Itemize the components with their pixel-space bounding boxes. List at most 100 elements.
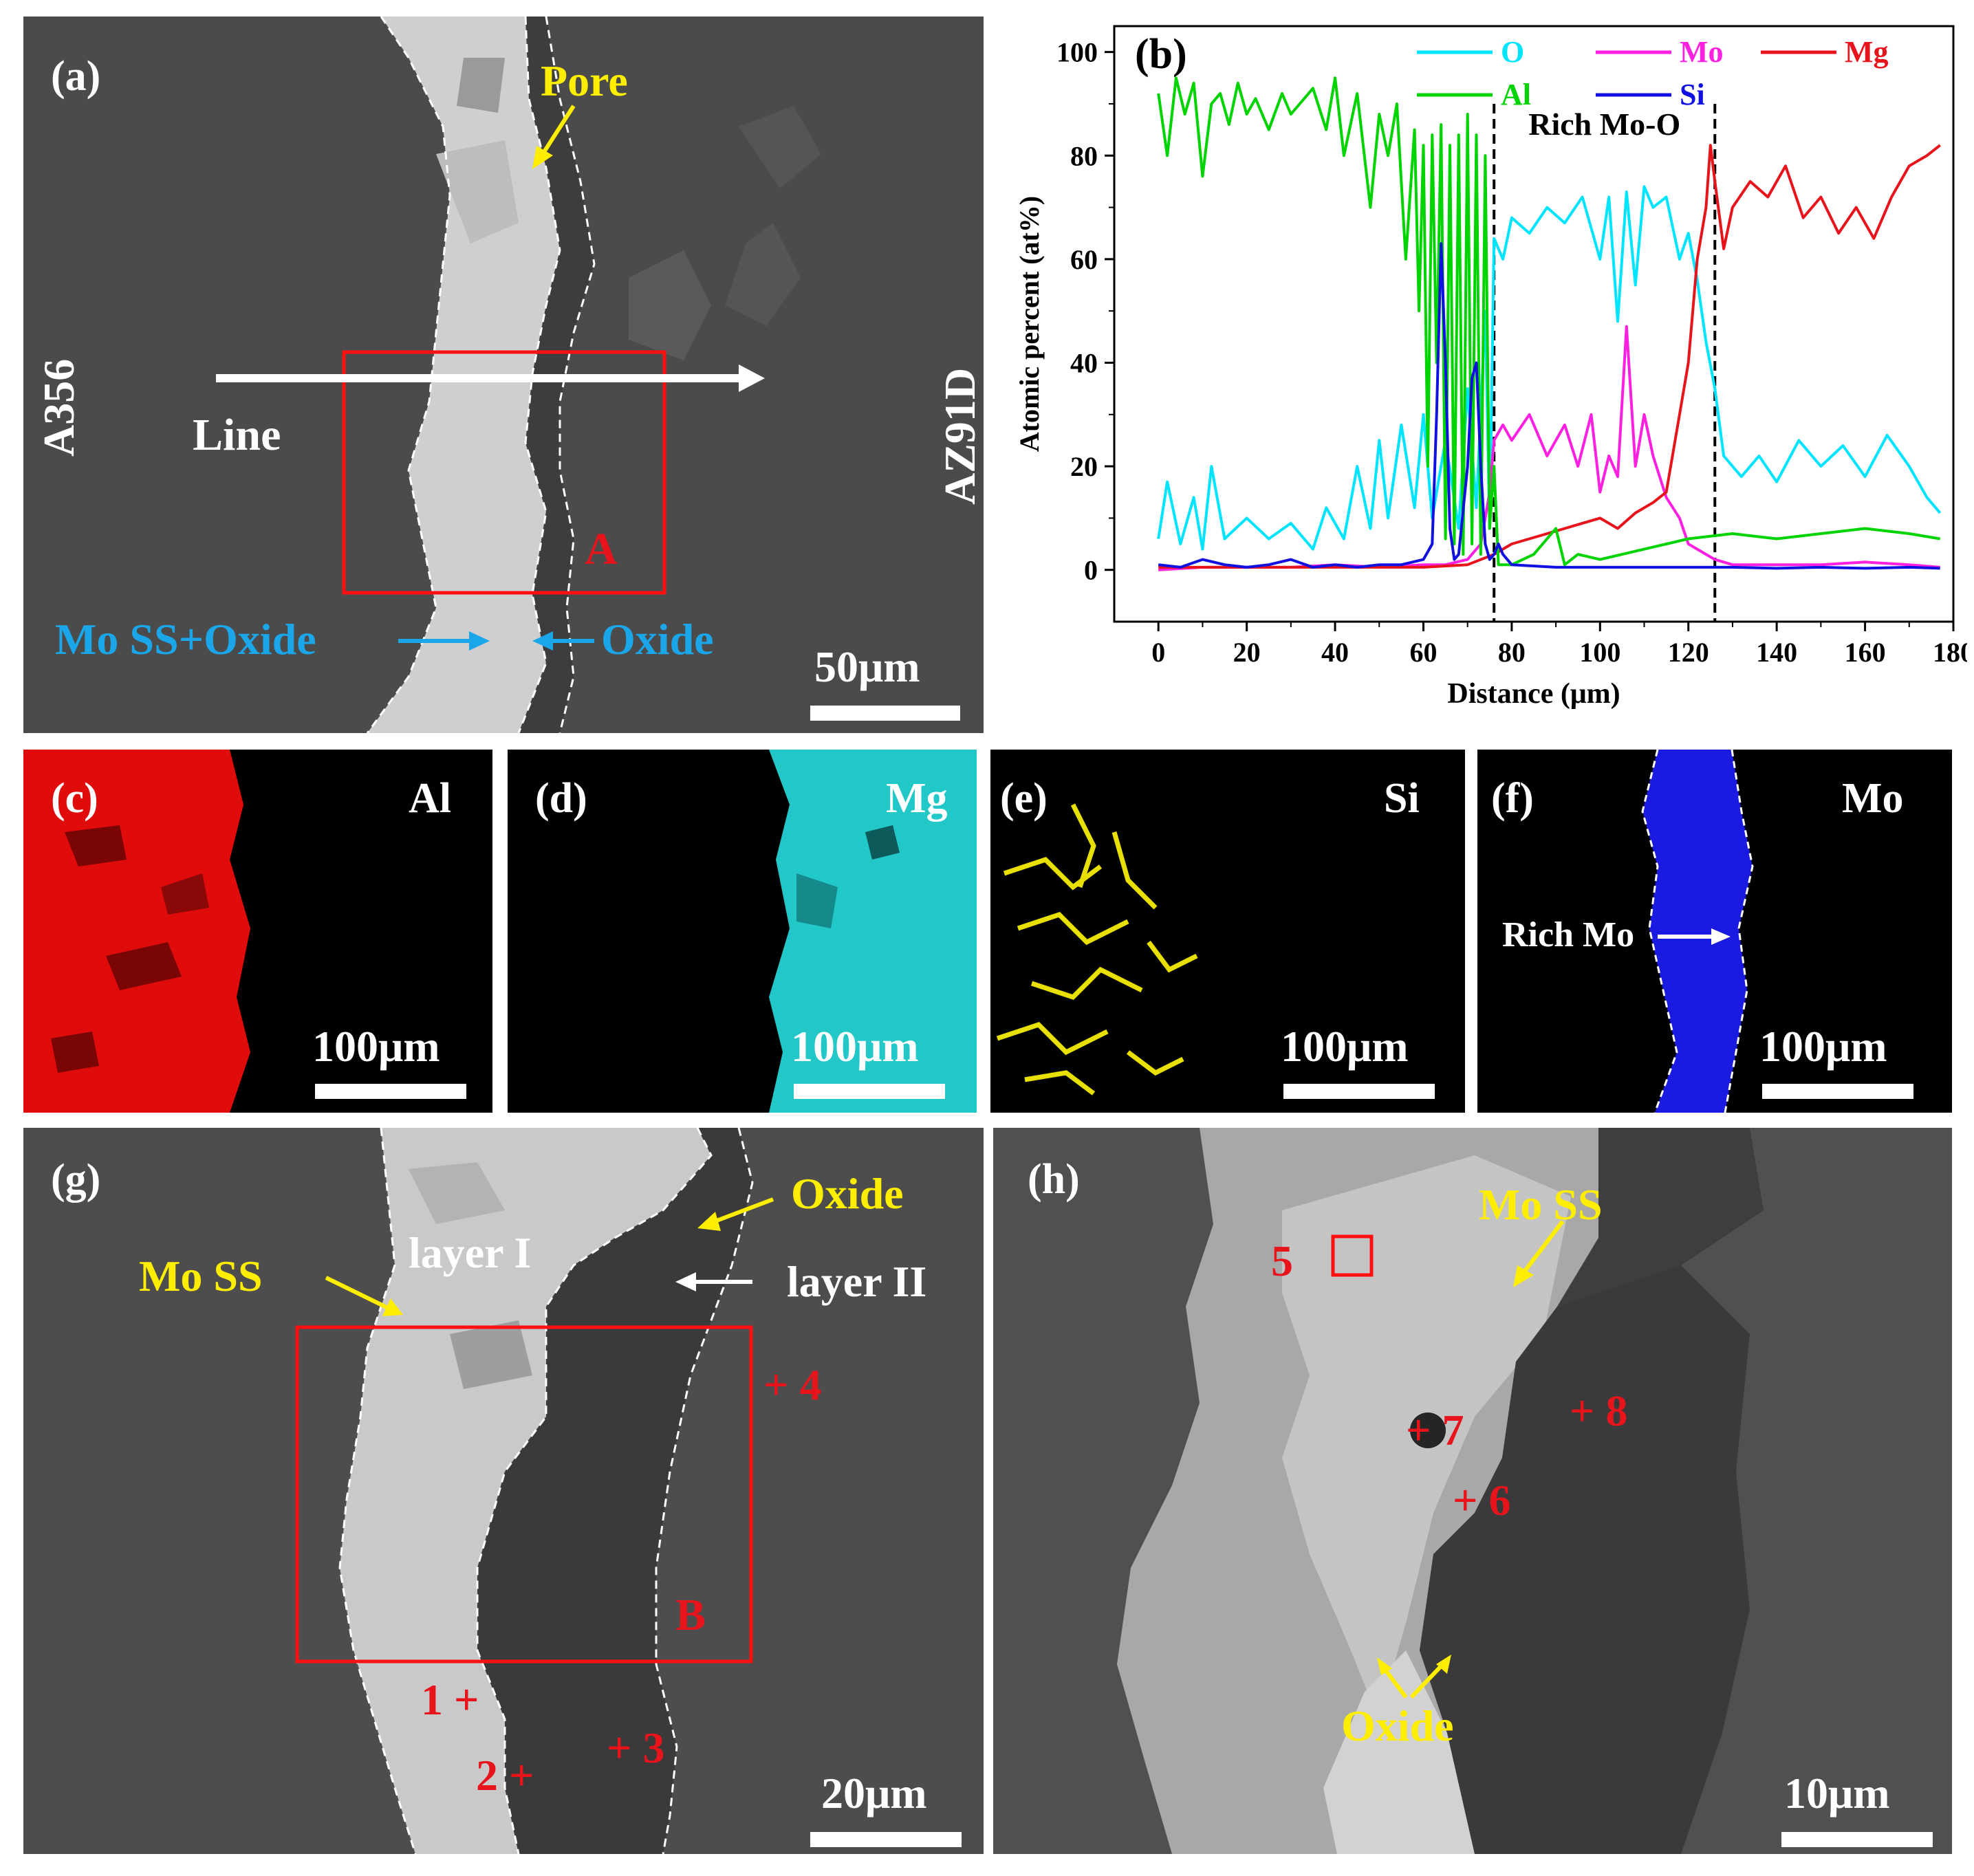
x-tick-label: 40 bbox=[1321, 637, 1349, 668]
side-label-a356: A356 bbox=[34, 358, 83, 457]
panel-a: (a) Pore A356 AZ91D Line A Mo SS+Oxide O… bbox=[23, 17, 984, 733]
series-line-o bbox=[1157, 185, 1942, 551]
plot-frame bbox=[1113, 25, 1955, 623]
y-tick-label: 100 bbox=[1056, 37, 1098, 68]
scale-label-e: 100μm bbox=[1281, 1022, 1409, 1071]
eds-map-al bbox=[23, 750, 250, 1113]
line-chart: 0 20 40 60 80 100 120 140 160 180 0 20 40 60 80 100 Dist… bbox=[1014, 25, 1967, 710]
point-7: + 7 bbox=[1406, 1406, 1464, 1454]
scale-label-d: 100μm bbox=[791, 1022, 919, 1071]
point-8-number: 8 bbox=[1605, 1386, 1628, 1435]
scale-bar-e bbox=[1283, 1084, 1435, 1099]
series-line-si bbox=[1158, 242, 1940, 570]
eds-map-si bbox=[996, 803, 1198, 1095]
legend-label-o: O bbox=[1501, 35, 1524, 69]
sem-image-g bbox=[23, 1128, 984, 1854]
point-1: 1 + bbox=[421, 1675, 479, 1724]
y-tick-label: 80 bbox=[1070, 140, 1098, 171]
element-mg: Mg bbox=[886, 775, 948, 822]
legend-label-al: Al bbox=[1501, 78, 1531, 111]
panel-h: (h) Mo SS Oxide 5 + 6 + 7 + 8 10μm bbox=[993, 1128, 1952, 1854]
scale-label-a: 50μm bbox=[814, 642, 920, 691]
x-tick-label: 0 bbox=[1151, 637, 1165, 668]
point-3: + 3 bbox=[607, 1723, 665, 1772]
panel-b: 0 20 40 60 80 100 120 140 160 180 0 20 40 60 80 100 Dist… bbox=[990, 17, 1967, 733]
y-tick-label: 20 bbox=[1070, 451, 1098, 482]
x-tick-label: 160 bbox=[1845, 637, 1886, 668]
x-tick-label: 60 bbox=[1409, 637, 1437, 668]
scale-bar-f bbox=[1762, 1084, 1913, 1099]
legend-label-mg: Mg bbox=[1845, 35, 1889, 69]
rich-mo-label: Rich Mo bbox=[1502, 915, 1635, 955]
scale-label-c: 100μm bbox=[312, 1022, 440, 1071]
panel-g-label: (g) bbox=[51, 1156, 101, 1203]
point-8: + 8 bbox=[1570, 1386, 1628, 1435]
point-2-number: 2 bbox=[476, 1751, 498, 1800]
oxide-label-a: Oxide bbox=[601, 615, 714, 664]
scale-bar-d bbox=[794, 1084, 945, 1099]
box-b-label: B bbox=[675, 1590, 706, 1640]
series-line-mg bbox=[1158, 144, 1941, 569]
area-5-box bbox=[1331, 1234, 1374, 1277]
series-line-mo bbox=[1158, 325, 1940, 571]
mo-ss-oxide-label: Mo SS+Oxide bbox=[55, 615, 316, 664]
point-1-number: 1 bbox=[421, 1675, 443, 1724]
side-label-az91d: AZ91D bbox=[935, 367, 984, 505]
legend-label-si: Si bbox=[1680, 78, 1705, 111]
scale-label-f: 100μm bbox=[1759, 1022, 1887, 1071]
eds-map-mo bbox=[1641, 750, 1754, 1113]
x-tick-label: 140 bbox=[1756, 637, 1797, 668]
box-a-label: A bbox=[585, 524, 618, 574]
mo-ss-label-h: Mo SS bbox=[1479, 1180, 1603, 1229]
scale-bar-g bbox=[810, 1832, 962, 1847]
panel-e-label: (e) bbox=[1000, 775, 1048, 822]
panel-c: (c) Al 100μm bbox=[23, 750, 492, 1113]
x-tick-label: 180 bbox=[1933, 637, 1967, 668]
y-axis-label: Atomic percent (at%) bbox=[1014, 196, 1045, 452]
legend-label-mo: Mo bbox=[1680, 35, 1724, 69]
element-mo: Mo bbox=[1842, 775, 1904, 822]
panel-f-label: (f) bbox=[1491, 775, 1534, 822]
line-label: Line bbox=[193, 410, 281, 460]
x-axis-label: Distance (μm) bbox=[1447, 678, 1620, 710]
y-tick-label: 40 bbox=[1070, 347, 1098, 378]
box-a bbox=[342, 350, 666, 595]
region-annotation: Rich Mo-O bbox=[1528, 107, 1680, 142]
panel-e: (e) Si 100μm bbox=[990, 750, 1465, 1113]
point-4-number: 4 bbox=[799, 1360, 822, 1409]
sem-image-h bbox=[993, 1128, 1952, 1854]
x-tick-label: 20 bbox=[1233, 637, 1261, 668]
panel-h-label: (h) bbox=[1028, 1156, 1080, 1203]
x-tick-label: 120 bbox=[1668, 637, 1709, 668]
eds-map-mg bbox=[769, 750, 977, 1113]
mo-ss-label-g: Mo SS bbox=[139, 1252, 263, 1300]
point-6: + 6 bbox=[1453, 1476, 1511, 1525]
point-3-number: 3 bbox=[642, 1723, 665, 1772]
point-7-number: 7 bbox=[1442, 1406, 1464, 1454]
pore-label: Pore bbox=[541, 56, 628, 105]
layer-ii-label: layer II bbox=[787, 1257, 927, 1306]
y-tick-label: 60 bbox=[1070, 244, 1098, 275]
oxide-label-g: Oxide bbox=[791, 1169, 904, 1218]
scale-bar-a bbox=[810, 706, 960, 721]
x-tick-label: 100 bbox=[1579, 637, 1620, 668]
sem-image-a bbox=[23, 17, 984, 733]
panel-b-label: (b) bbox=[1135, 31, 1187, 78]
point-4: + 4 bbox=[763, 1360, 822, 1409]
scale-label-h: 10μm bbox=[1784, 1769, 1890, 1818]
oxide-label-h: Oxide bbox=[1341, 1701, 1454, 1750]
element-si: Si bbox=[1384, 775, 1420, 822]
element-al: Al bbox=[409, 775, 451, 822]
point-2: 2 + bbox=[476, 1751, 534, 1800]
point-5: 5 bbox=[1271, 1236, 1293, 1285]
panel-f: (f) Mo Rich Mo 100μm bbox=[1477, 750, 1952, 1113]
panel-d-label: (d) bbox=[535, 775, 587, 822]
scale-bar-c bbox=[315, 1084, 466, 1099]
series-line-al bbox=[1157, 76, 1941, 567]
box-b bbox=[295, 1325, 753, 1664]
panel-a-label: (a) bbox=[51, 53, 101, 100]
y-tick-label: 0 bbox=[1084, 555, 1098, 586]
scale-label-g: 20μm bbox=[821, 1769, 927, 1818]
panel-g: (g) Oxide Mo SS layer I layer II B 1 + 2… bbox=[23, 1128, 984, 1854]
point-6-number: 6 bbox=[1488, 1476, 1511, 1525]
